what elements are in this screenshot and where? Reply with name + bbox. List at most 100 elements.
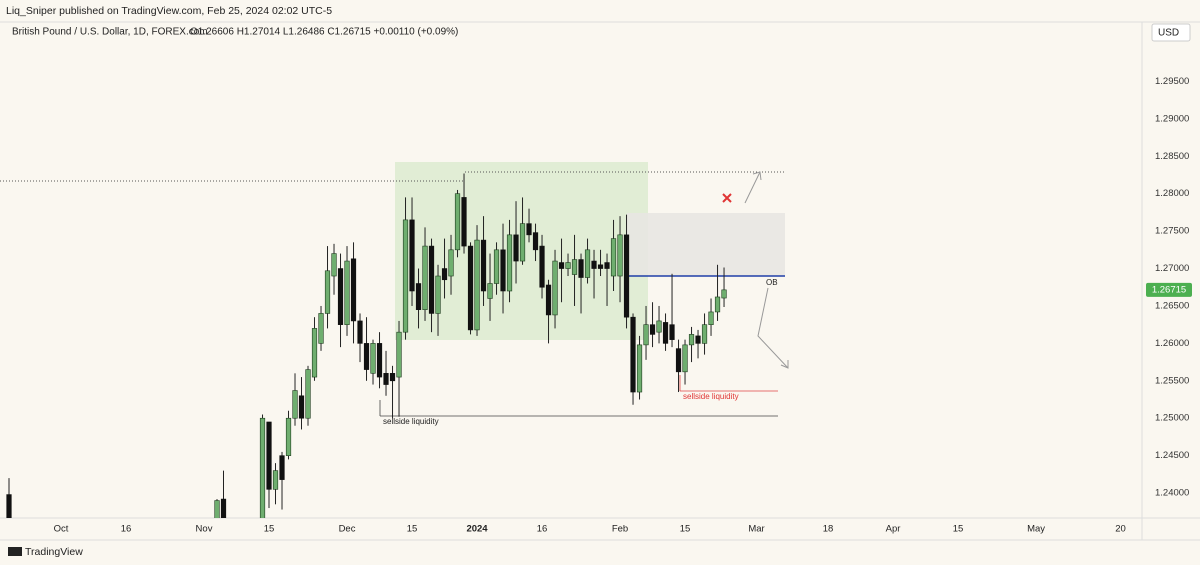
candle-body (305, 369, 311, 419)
x-tick-label: 2024 (466, 524, 488, 535)
candle-body (604, 262, 610, 269)
candle-body (409, 219, 415, 292)
candle-body (376, 343, 383, 378)
candle-body (467, 245, 474, 331)
candle-body (513, 234, 519, 262)
x-tick-label: Oct (54, 524, 69, 535)
chart-title: British Pound / U.S. Dollar, 1D, FOREX.c… (12, 27, 208, 38)
candle-body (565, 262, 571, 269)
candle-body (396, 331, 402, 378)
candle-body (6, 494, 12, 518)
x-tick-label: Dec (339, 524, 356, 535)
candle-body (298, 395, 305, 419)
candle-body (422, 245, 428, 311)
y-tick-label: 1.27500 (1155, 226, 1189, 237)
candle-body (669, 324, 675, 340)
candle-body (435, 275, 441, 314)
y-tick-label: 1.25000 (1155, 413, 1189, 424)
candle-body (623, 234, 630, 318)
candle-body (279, 455, 285, 480)
x-tick-label: 15 (407, 524, 418, 535)
candle-body (578, 259, 584, 278)
y-tick-label: 1.27000 (1155, 263, 1189, 274)
logo-mark (8, 547, 22, 556)
candle-body (636, 344, 643, 393)
ohlc-legend: O1.26606 H1.27014 L1.26486 C1.26715 +0.0… (190, 27, 458, 38)
candle-body (708, 311, 714, 325)
candle-body (675, 348, 682, 373)
candles (6, 173, 727, 518)
x-tick-label: 18 (823, 524, 834, 535)
x-tick-label: 20 (1115, 524, 1126, 535)
candle-body (526, 223, 532, 236)
last-price-box (1146, 282, 1192, 297)
candle-body (292, 390, 298, 419)
candle-body (584, 249, 591, 278)
candle-body (552, 260, 558, 316)
candle-body (259, 417, 266, 518)
candle-body (272, 470, 279, 490)
x-tick-label: 15 (953, 524, 964, 535)
y-tick-label: 1.29000 (1155, 113, 1189, 124)
candle-body (487, 283, 493, 299)
candle-body (461, 197, 467, 247)
candle-body (493, 249, 500, 284)
x-tick-label: Mar (748, 524, 764, 535)
candle-body (389, 373, 396, 382)
arrow-down (757, 287, 789, 369)
candle-body (610, 238, 617, 277)
y-tick-label: 1.26500 (1155, 300, 1189, 311)
candle-body (331, 253, 337, 277)
candle-body (695, 335, 701, 344)
x-tick-label: 16 (537, 524, 548, 535)
y-tick-label: 1.29500 (1155, 76, 1189, 87)
candle-body (441, 268, 448, 281)
currency: USD (1158, 28, 1179, 39)
candle-body (643, 324, 649, 346)
candle-body (357, 320, 363, 344)
x-tick-label: May (1027, 524, 1045, 535)
candle-body (558, 262, 565, 269)
candle-body (519, 223, 526, 262)
candle-body (571, 259, 578, 275)
candle-body (383, 373, 389, 385)
candle-body (617, 234, 623, 277)
candle-body (337, 268, 344, 325)
candle-body (506, 234, 513, 292)
annotation: sellside liquidity (683, 392, 739, 401)
candle-body (214, 500, 220, 518)
candle-body (220, 498, 227, 518)
candle-body (266, 421, 272, 490)
annotation: OB (766, 278, 778, 287)
x-tick-label: Nov (196, 524, 213, 535)
arrow-head (780, 360, 789, 369)
candle-body (545, 284, 552, 316)
invalid-mark (722, 193, 732, 203)
y-tick-label: 1.25500 (1155, 375, 1189, 386)
y-tick-label: 1.24000 (1155, 488, 1189, 499)
arrow-up (744, 171, 761, 204)
arrow-head (752, 171, 762, 181)
x-tick-label: 15 (680, 524, 691, 535)
candle-body (370, 343, 376, 374)
brand: TradingView (25, 546, 83, 558)
candle-body (480, 239, 487, 292)
candle-body (415, 283, 422, 311)
y-tick-label: 1.24500 (1155, 450, 1189, 461)
annotation: sellside liquidity (383, 417, 439, 426)
candle-body (448, 249, 454, 277)
candle-body (318, 313, 324, 344)
x-tick-label: 15 (264, 524, 275, 535)
candle-body (682, 344, 688, 373)
candle-body (285, 417, 292, 456)
candle-body (344, 260, 350, 325)
candle-body (630, 316, 636, 393)
candle-body (454, 193, 461, 251)
candle-body (402, 219, 409, 333)
x-tick-label: Apr (886, 524, 901, 535)
currency-box (1151, 23, 1191, 42)
candle-body (701, 324, 708, 344)
candle-body (324, 270, 331, 314)
